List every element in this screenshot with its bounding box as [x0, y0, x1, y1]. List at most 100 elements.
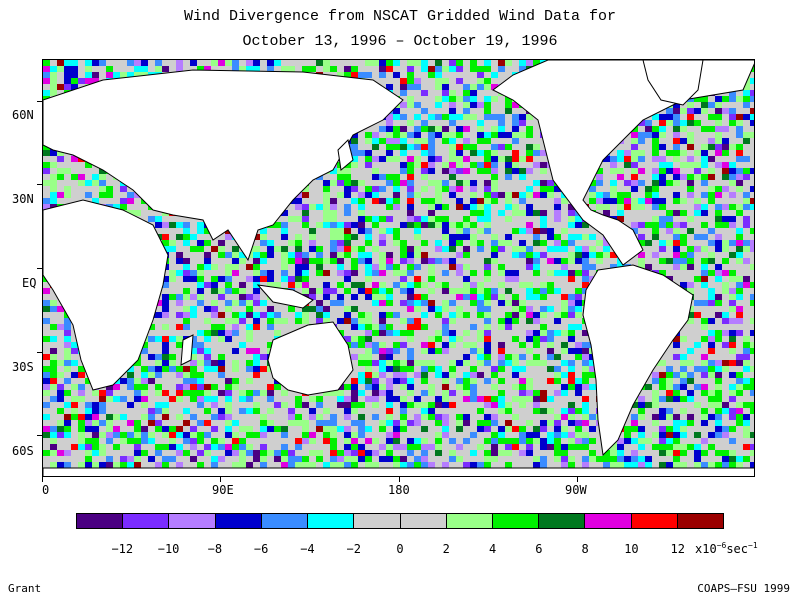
divergence-cell — [526, 240, 533, 246]
divergence-cell — [477, 156, 484, 162]
divergence-cell — [288, 210, 295, 216]
divergence-cell — [652, 228, 659, 234]
divergence-cell — [582, 348, 589, 354]
divergence-cell — [449, 234, 456, 240]
divergence-cell — [729, 96, 736, 102]
divergence-cell — [659, 132, 666, 138]
divergence-cell — [722, 126, 729, 132]
divergence-cell — [288, 324, 295, 330]
divergence-cell — [386, 264, 393, 270]
divergence-cell — [85, 66, 92, 72]
divergence-cell — [568, 330, 575, 336]
divergence-cell — [505, 216, 512, 222]
divergence-cell — [736, 318, 743, 324]
divergence-cell — [260, 282, 267, 288]
divergence-cell — [190, 246, 197, 252]
divergence-cell — [715, 348, 722, 354]
divergence-cell — [498, 348, 505, 354]
divergence-cell — [645, 156, 652, 162]
divergence-cell — [617, 198, 624, 204]
divergence-cell — [99, 66, 106, 72]
divergence-cell — [638, 240, 645, 246]
divergence-cell — [330, 240, 337, 246]
divergence-cell — [43, 204, 50, 210]
divergence-cell — [477, 204, 484, 210]
divergence-cell — [526, 60, 533, 66]
divergence-cell — [519, 180, 526, 186]
divergence-cell — [183, 246, 190, 252]
divergence-cell — [694, 174, 701, 180]
divergence-cell — [589, 270, 596, 276]
divergence-cell — [750, 84, 754, 90]
divergence-cell — [372, 72, 379, 78]
divergence-cell — [666, 132, 673, 138]
divergence-cell — [533, 228, 540, 234]
divergence-cell — [190, 276, 197, 282]
divergence-cell — [428, 246, 435, 252]
divergence-cell — [372, 66, 379, 72]
divergence-cell — [701, 342, 708, 348]
divergence-cell — [603, 246, 610, 252]
divergence-cell — [309, 66, 316, 72]
divergence-cell — [218, 252, 225, 258]
divergence-cell — [393, 318, 400, 324]
divergence-cell — [393, 60, 400, 66]
divergence-cell — [435, 102, 442, 108]
divergence-cell — [99, 180, 106, 186]
divergence-cell — [274, 330, 281, 336]
divergence-cell — [162, 60, 169, 66]
divergence-cell — [442, 186, 449, 192]
divergence-cell — [344, 252, 351, 258]
divergence-cell — [365, 60, 372, 66]
divergence-cell — [281, 330, 288, 336]
divergence-cell — [260, 264, 267, 270]
divergence-cell — [155, 324, 162, 330]
divergence-cell — [407, 108, 414, 114]
divergence-cell — [253, 306, 260, 312]
divergence-cell — [666, 126, 673, 132]
divergence-cell — [456, 276, 463, 282]
divergence-cell — [463, 72, 470, 78]
divergence-cell — [400, 330, 407, 336]
divergence-cell — [253, 60, 260, 66]
divergence-cell — [442, 150, 449, 156]
divergence-cell — [274, 282, 281, 288]
divergence-cell — [85, 60, 92, 66]
divergence-cell — [169, 348, 176, 354]
divergence-cell — [736, 168, 743, 174]
divergence-cell — [470, 96, 477, 102]
divergence-cell — [680, 138, 687, 144]
divergence-cell — [456, 228, 463, 234]
divergence-cell — [582, 234, 589, 240]
divergence-cell — [456, 264, 463, 270]
divergence-cell — [547, 258, 554, 264]
divergence-cell — [729, 138, 736, 144]
divergence-cell — [519, 318, 526, 324]
divergence-cell — [428, 174, 435, 180]
divergence-cell — [540, 228, 547, 234]
divergence-cell — [414, 228, 421, 234]
divergence-cell — [57, 318, 64, 324]
divergence-cell — [316, 300, 323, 306]
divergence-cell — [190, 312, 197, 318]
divergence-cell — [631, 192, 638, 198]
divergence-cell — [162, 222, 169, 228]
divergence-cell — [750, 300, 754, 306]
divergence-cell — [428, 120, 435, 126]
divergence-cell — [99, 72, 106, 78]
divergence-cell — [743, 300, 750, 306]
divergence-cell — [582, 264, 589, 270]
divergence-cell — [610, 156, 617, 162]
divergence-cell — [379, 318, 386, 324]
divergence-cell — [302, 246, 309, 252]
divergence-cell — [610, 150, 617, 156]
divergence-cell — [421, 96, 428, 102]
divergence-cell — [456, 126, 463, 132]
divergence-cell — [148, 324, 155, 330]
divergence-cell — [379, 168, 386, 174]
divergence-cell — [232, 294, 239, 300]
divergence-cell — [449, 312, 456, 318]
divergence-cell — [526, 210, 533, 216]
divergence-cell — [477, 210, 484, 216]
divergence-cell — [435, 174, 442, 180]
